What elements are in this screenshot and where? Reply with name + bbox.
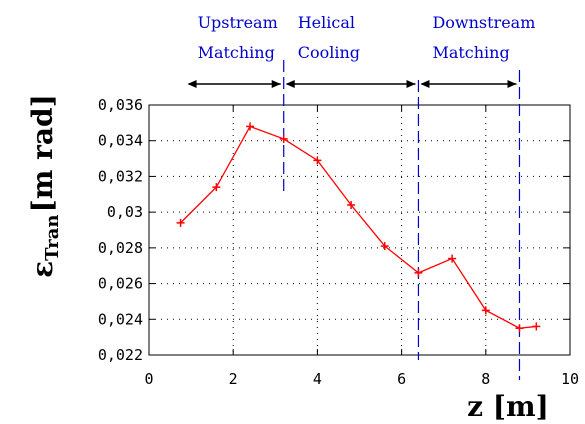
- region-label-line2: Cooling: [298, 43, 360, 62]
- data-point-marker: [515, 324, 524, 333]
- data-point-marker: [212, 183, 221, 192]
- axes: 0 2 4 6 8 10 0,022 0,024 0,026 0,028 0,03 0,032 0,03…: [98, 96, 579, 388]
- y-tick-label: 0,028: [98, 239, 143, 257]
- data-point-marker: [176, 218, 185, 227]
- x-tick-label: 10: [561, 370, 579, 388]
- plot-frame: [148, 104, 571, 356]
- data-point-marker: [481, 306, 490, 315]
- y-axis-title-unit: [m rad]: [26, 94, 59, 212]
- y-tick-label: 0,024: [98, 310, 143, 328]
- data-point-marker: [313, 156, 322, 165]
- x-tick-label: 8: [481, 370, 490, 388]
- grid: [149, 105, 570, 355]
- series-line: [180, 125, 537, 329]
- y-tick-label: 0,022: [98, 346, 143, 364]
- region-label-line2: Matching: [198, 43, 275, 62]
- x-tick-label: 6: [397, 370, 406, 388]
- y-tick-label: 0,03: [107, 203, 143, 221]
- data-point-marker: [279, 134, 288, 143]
- y-axis-title: εTran[m rad]: [26, 94, 63, 278]
- x-tick-label: 0: [144, 370, 153, 388]
- y-tick-label: 0,034: [98, 132, 143, 150]
- axis-labels: z [m] εTran[m rad]: [26, 94, 549, 423]
- y-axis-title-symbol: ε: [26, 261, 59, 278]
- region-label-line1: Upstream: [198, 13, 278, 32]
- region-label-line1: Downstream: [432, 13, 535, 32]
- y-tick-label: 0,036: [98, 96, 143, 114]
- data-point-marker: [347, 201, 356, 209]
- region-annotations: Upstream Matching Helical Cooling Downstream…: [187, 13, 535, 380]
- x-tick-label: 2: [229, 370, 238, 388]
- data-series: [176, 122, 541, 333]
- data-point-marker: [246, 122, 255, 131]
- data-point-marker: [448, 254, 457, 263]
- y-tick-label: 0,026: [98, 275, 143, 293]
- data-point-marker: [380, 242, 389, 251]
- data-point-marker: [414, 268, 423, 277]
- region-label-line2: Matching: [432, 43, 509, 62]
- x-axis-title: z [m]: [467, 390, 549, 423]
- x-tick-label: 4: [313, 370, 322, 388]
- region-label-line1: Helical: [298, 13, 355, 32]
- y-axis-title-subscript: Tran: [42, 214, 63, 260]
- y-tick-label: 0,032: [98, 167, 143, 185]
- data-point-marker: [532, 322, 541, 331]
